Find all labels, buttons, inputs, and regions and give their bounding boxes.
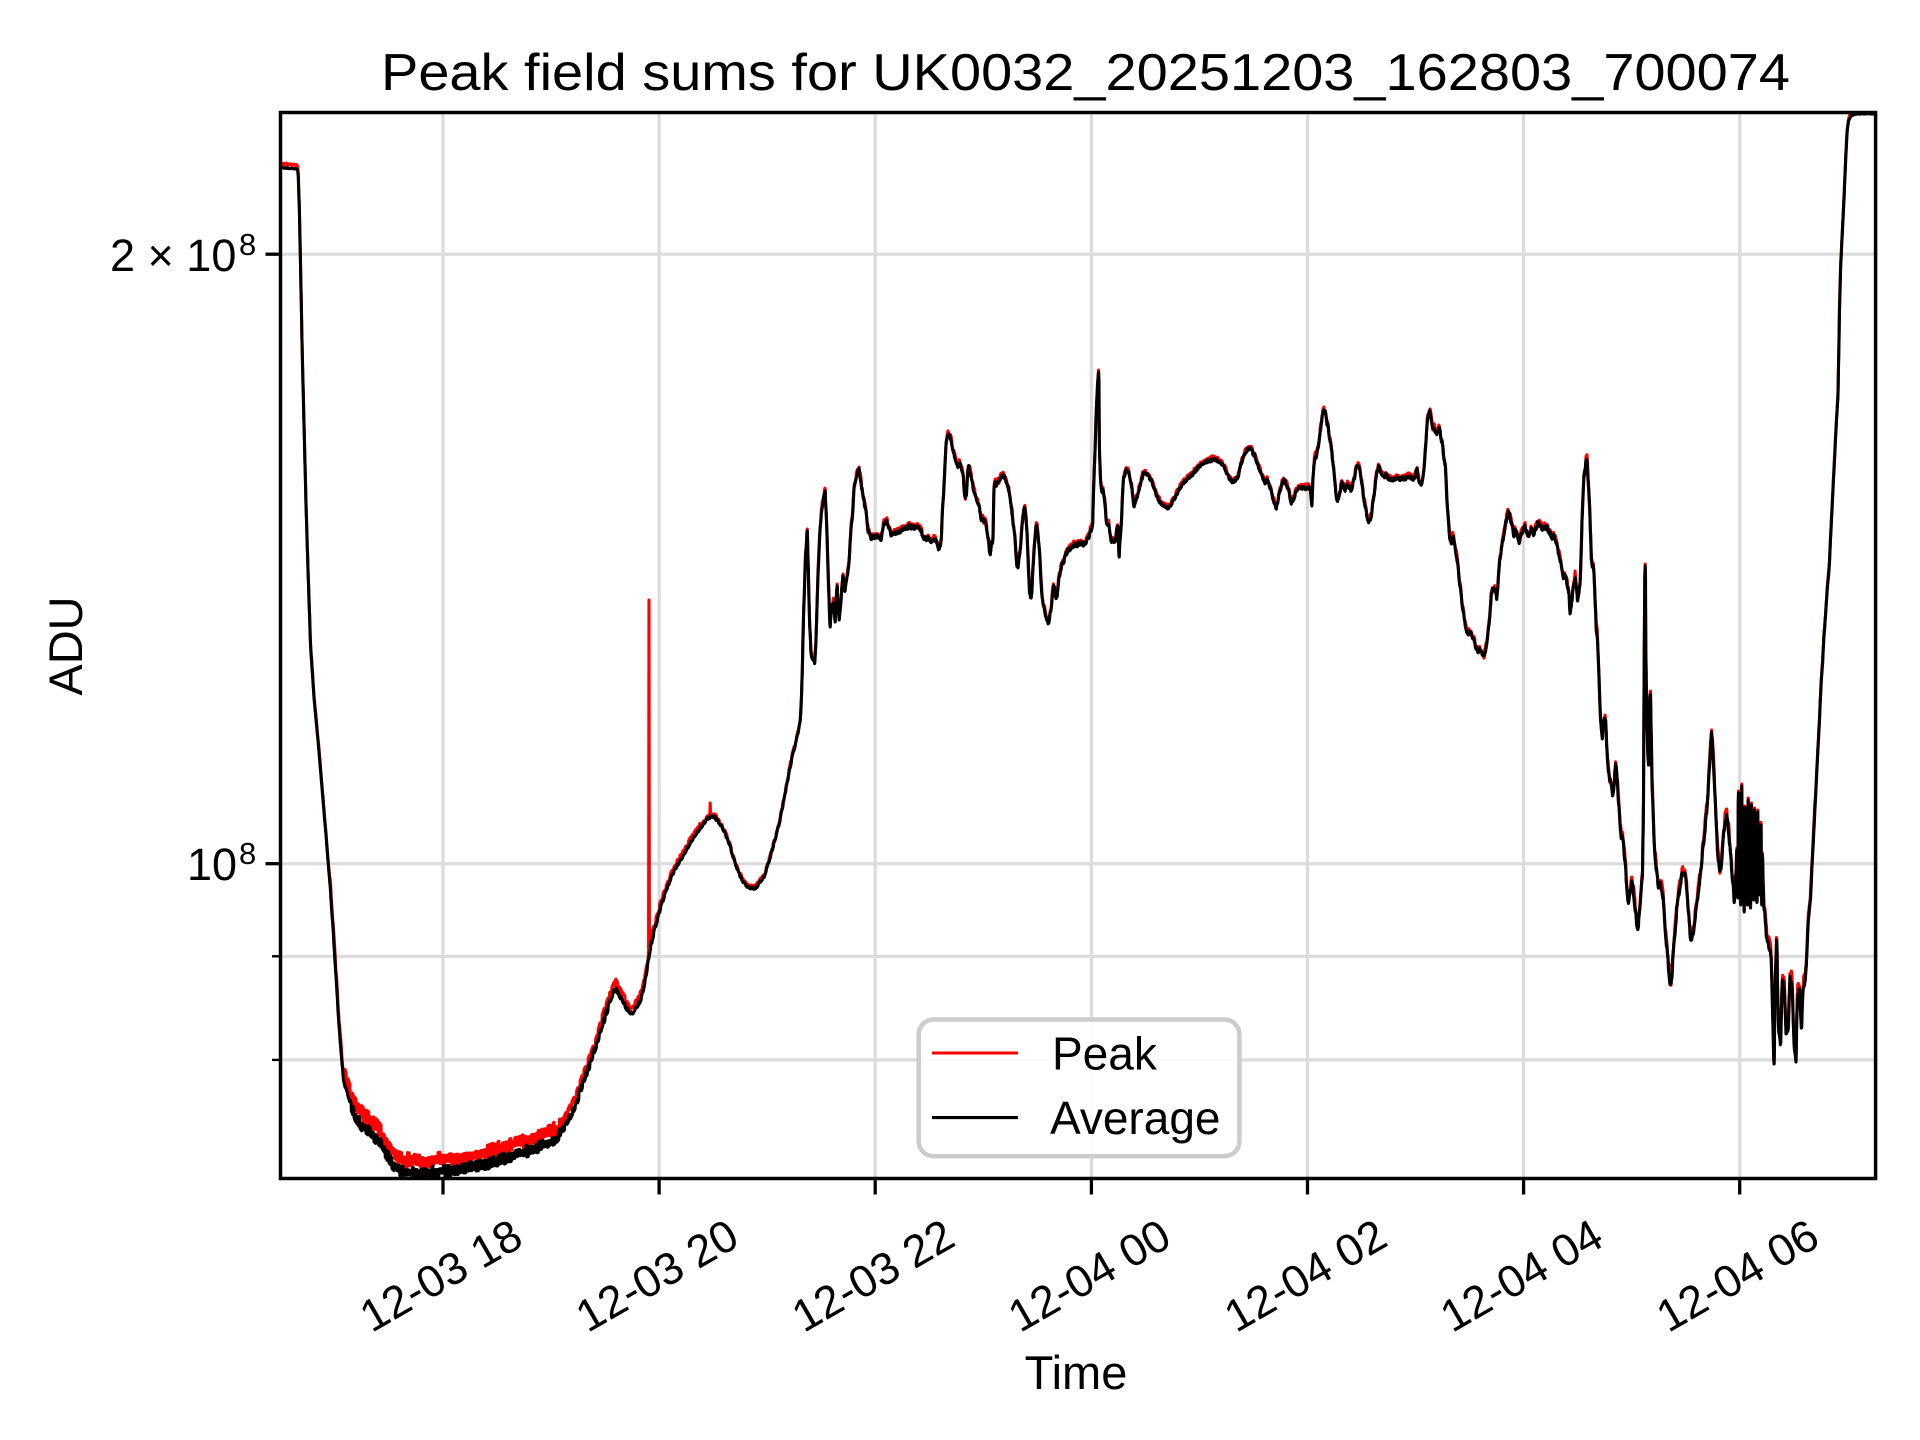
svg-text:8: 8 [239, 227, 256, 262]
svg-text:8: 8 [239, 836, 256, 871]
svg-text:Peak: Peak [1052, 1028, 1158, 1080]
svg-text:Peak field sums for UK0032_202: Peak field sums for UK0032_20251203_1628… [381, 44, 1790, 102]
svg-text:10: 10 [187, 839, 237, 890]
svg-text:Average: Average [1050, 1092, 1221, 1144]
svg-text:2 × 10: 2 × 10 [110, 230, 236, 281]
svg-text:Time: Time [1025, 1346, 1128, 1399]
svg-text:ADU: ADU [39, 596, 92, 695]
